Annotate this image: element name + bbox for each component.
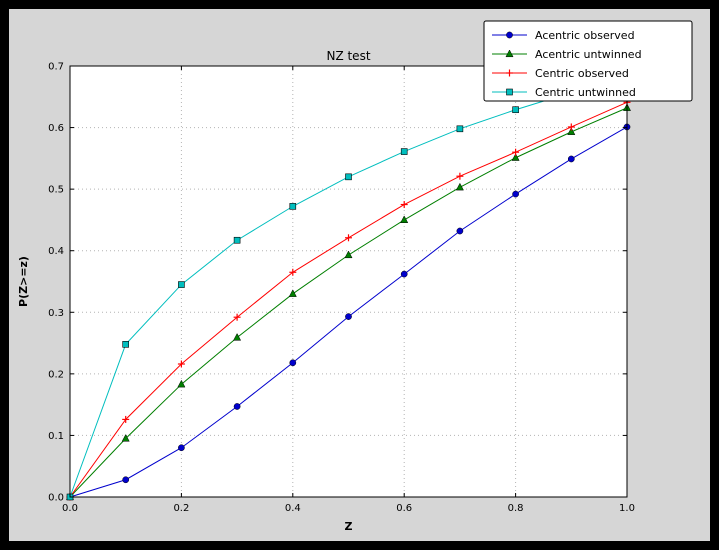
square-marker <box>289 203 297 210</box>
circle-marker <box>567 155 575 163</box>
y-tick-label: 0.7 <box>48 62 64 73</box>
square-marker <box>400 148 408 155</box>
circle-marker <box>456 227 464 235</box>
circle-marker <box>178 444 185 452</box>
triangle-marker <box>455 182 464 191</box>
legend-entry-label: Acentric observed <box>535 29 635 42</box>
chart-title: NZ test <box>326 49 370 63</box>
plot-background <box>70 66 627 497</box>
y-tick-label: 0.5 <box>48 185 64 196</box>
square-marker <box>456 125 464 133</box>
axes-border <box>69 65 628 498</box>
legend-entry: Centric untwinned <box>492 86 636 99</box>
data-series <box>65 73 632 501</box>
x-tick-label: 1.0 <box>619 503 635 514</box>
triangle-marker <box>177 379 186 388</box>
legend-entry: Acentric untwinned <box>492 48 642 61</box>
x-tick-label: 0.0 <box>62 503 78 514</box>
series-acentric-observed <box>66 123 631 501</box>
circle-marker <box>122 476 130 484</box>
circle-marker <box>512 190 519 198</box>
square-marker <box>512 106 519 114</box>
y-tick-label: 0.2 <box>48 369 64 380</box>
series-acentric-untwinned <box>65 103 632 501</box>
triangle-marker <box>344 250 353 259</box>
plot-area <box>70 66 627 497</box>
axes-frame <box>69 65 628 498</box>
tick-labels: 0.0 0.2 0.4 0.6 0.8 1.0 0.0 0.1 0.2 0.3 0.4 0.5 0.6 0… <box>48 62 635 515</box>
x-tick-label: 0.4 <box>285 503 301 514</box>
triangle-marker <box>511 153 520 161</box>
y-tick-label: 0.0 <box>48 493 64 504</box>
triangle-marker <box>505 49 514 58</box>
x-axis-label: Z <box>345 520 353 533</box>
legend-entry-label: Centric observed <box>535 67 629 80</box>
triangle-marker <box>233 332 242 341</box>
square-marker <box>233 236 241 244</box>
circle-marker <box>400 270 408 278</box>
x-tick-label: 0.6 <box>396 503 412 514</box>
circle-marker <box>233 403 241 410</box>
legend: Acentric observed Acentric untwinned Centr… <box>483 20 693 102</box>
legend-box <box>483 20 693 102</box>
triangle-marker <box>288 289 297 297</box>
square-marker <box>122 341 129 348</box>
triangle-marker <box>121 433 130 442</box>
y-tick-label: 0.6 <box>48 123 64 134</box>
triangle-marker <box>400 215 409 223</box>
triangle-marker <box>567 127 576 135</box>
legend-entry-label: Centric untwinned <box>535 86 636 99</box>
legend-entry: Centric observed <box>492 67 629 80</box>
legend-entry-label: Acentric untwinned <box>535 48 642 61</box>
x-tick-label: 0.2 <box>173 503 189 514</box>
tick-marks <box>69 65 628 498</box>
square-marker <box>506 88 513 96</box>
y-axis-label: P(Z>=z) <box>17 256 30 307</box>
circle-marker <box>345 313 352 320</box>
square-marker <box>178 281 185 288</box>
circle-marker <box>289 359 297 367</box>
x-tick-label: 0.8 <box>508 503 524 514</box>
y-tick-label: 0.1 <box>48 431 64 442</box>
square-marker <box>345 173 352 181</box>
y-tick-label: 0.3 <box>48 308 64 319</box>
y-tick-label: 0.4 <box>48 246 64 257</box>
circle-marker <box>506 31 513 39</box>
legend-entry: Acentric observed <box>492 29 635 42</box>
